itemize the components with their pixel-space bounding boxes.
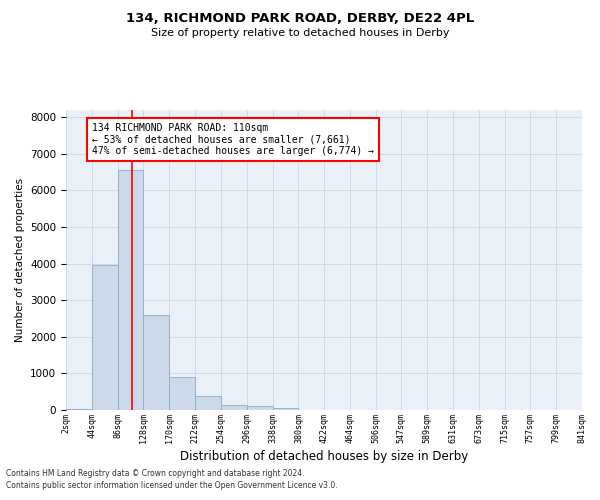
Y-axis label: Number of detached properties: Number of detached properties: [14, 178, 25, 342]
Text: Size of property relative to detached houses in Derby: Size of property relative to detached ho…: [151, 28, 449, 38]
Bar: [66, 409, 92, 410]
X-axis label: Distribution of detached houses by size in Derby: Distribution of detached houses by size …: [180, 450, 468, 462]
Bar: [92, 266, 118, 410]
Bar: [195, 396, 221, 410]
Text: Contains HM Land Registry data © Crown copyright and database right 2024.: Contains HM Land Registry data © Crown c…: [6, 468, 305, 477]
Bar: [221, 404, 247, 410]
Bar: [272, 408, 298, 410]
Text: 134, RICHMOND PARK ROAD, DERBY, DE22 4PL: 134, RICHMOND PARK ROAD, DERBY, DE22 4PL: [126, 12, 474, 26]
Text: 134 RICHMOND PARK ROAD: 110sqm
← 53% of detached houses are smaller (7,661)
47% : 134 RICHMOND PARK ROAD: 110sqm ← 53% of …: [92, 123, 374, 156]
Bar: [247, 406, 272, 410]
Bar: [169, 377, 195, 410]
Bar: [143, 315, 169, 410]
Text: Contains public sector information licensed under the Open Government Licence v3: Contains public sector information licen…: [6, 481, 338, 490]
Bar: [118, 170, 143, 410]
